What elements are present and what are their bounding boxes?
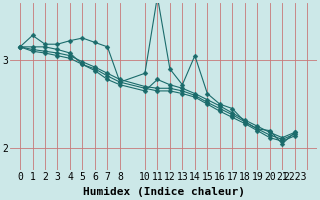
- X-axis label: Humidex (Indice chaleur): Humidex (Indice chaleur): [83, 187, 244, 197]
